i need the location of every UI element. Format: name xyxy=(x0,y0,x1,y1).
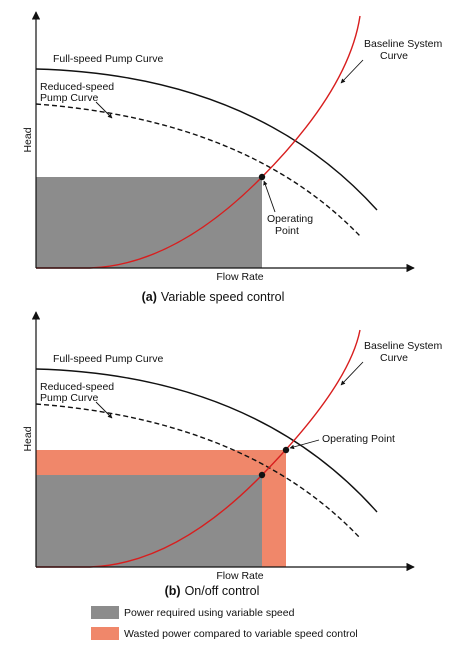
legend: Power required using variable speed Wast… xyxy=(91,606,358,640)
reduced-operating-point-marker xyxy=(258,471,266,479)
system-curve-label-line2: Curve xyxy=(380,50,408,62)
operating-point-label-line2: Point xyxy=(275,225,299,237)
operating-point-leader xyxy=(263,180,276,213)
caption-b-text: On/off control xyxy=(185,584,260,598)
system-curve-label-line1: Baseline System xyxy=(364,340,442,352)
panel-a-variable-speed: Head Flow Rate Full-speed Pump Curve Red… xyxy=(22,11,442,304)
x-axis-label: Flow Rate xyxy=(216,271,263,283)
power-required-area xyxy=(36,475,262,567)
operating-point-leader xyxy=(289,439,320,450)
caption-b: (b) On/off control xyxy=(165,584,260,598)
reduced-speed-label-line2: Pump Curve xyxy=(40,92,99,104)
full-speed-pump-curve xyxy=(35,368,378,513)
full-operating-point-marker xyxy=(282,446,290,454)
operating-point-marker xyxy=(258,173,266,181)
reduced-speed-label-line1: Reduced-speed xyxy=(40,81,114,93)
legend-swatch-wasted-power xyxy=(91,627,119,640)
full-speed-label: Full-speed Pump Curve xyxy=(53,53,163,65)
operating-point-label-line1: Operating xyxy=(267,213,313,225)
reduced-speed-leader xyxy=(95,401,113,419)
system-curve-label-line1: Baseline System xyxy=(364,38,442,50)
reduced-speed-label-line1: Reduced-speed xyxy=(40,381,114,393)
full-speed-pump-curve xyxy=(35,68,378,211)
system-curve-leader xyxy=(340,59,364,84)
system-curve-label-line2: Curve xyxy=(380,352,408,364)
caption-a-tag: (a) xyxy=(142,290,157,304)
system-curve-leader xyxy=(340,361,364,386)
operating-point-label: Operating Point xyxy=(322,433,395,445)
panel-b-on-off: Head Flow Rate Full-speed Pump Curve Red… xyxy=(22,311,442,598)
reduced-speed-label-line2: Pump Curve xyxy=(40,392,99,404)
caption-a-text: Variable speed control xyxy=(161,290,284,304)
y-axis-label: Head xyxy=(22,127,34,152)
caption-a: (a) Variable speed control xyxy=(142,290,285,304)
reduced-speed-pump-curve xyxy=(35,403,361,539)
reduced-speed-leader xyxy=(95,101,113,119)
caption-b-tag: (b) xyxy=(165,584,181,598)
reduced-speed-pump-curve xyxy=(35,103,361,237)
legend-swatch-power-required xyxy=(91,606,119,619)
x-axis-label: Flow Rate xyxy=(216,570,263,582)
full-speed-label: Full-speed Pump Curve xyxy=(53,353,163,365)
y-axis-label: Head xyxy=(22,426,34,451)
power-required-area xyxy=(36,177,262,268)
wasted-power-band-horizontal xyxy=(36,450,286,475)
wasted-power-band-vertical xyxy=(262,475,286,567)
legend-label-wasted-power: Wasted power compared to variable speed … xyxy=(124,628,358,640)
legend-label-power-required: Power required using variable speed xyxy=(124,607,295,619)
